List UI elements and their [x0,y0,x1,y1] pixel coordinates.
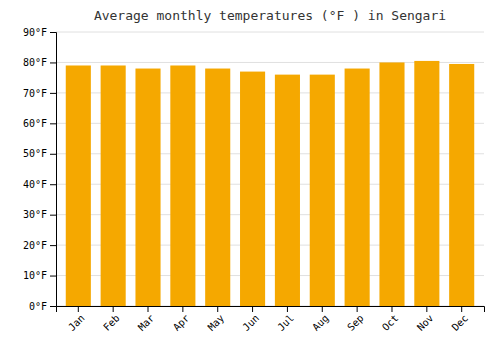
x-tick-label: Mar [136,312,157,333]
y-tick-label: 30°F [23,209,47,220]
y-tick: 30°F [23,209,56,220]
y-tick: 90°F [23,27,56,38]
x-axis-line [57,307,485,313]
x-tick-mark [357,306,358,312]
x-tick-mark [217,306,218,312]
y-tick-label: 90°F [23,27,47,38]
bar [379,62,404,306]
x-tick: Feb [101,306,122,333]
bar [101,65,126,306]
x-tick-mark [287,306,288,312]
y-tick-mark [50,123,56,124]
x-tick-mark [426,306,427,312]
x-tick: Dec [450,306,471,333]
x-tick-mark [461,306,462,312]
x-tick-label: Nov [415,312,436,333]
y-tick-label: 40°F [23,179,47,190]
x-tick-label: Aug [310,312,331,333]
x-tick: Nov [415,306,436,333]
y-axis: 0°F 10°F 20°F 30°F 40°F 50°F 60°F 70°F 80°F 90°F [23,27,57,312]
x-tick: Aug [310,306,331,333]
y-tick-label: 70°F [23,88,47,99]
plot-area: 0°F 10°F 20°F 30°F 40°F 50°F 60°F 70°F 80°F 90°F J… [23,27,485,333]
bar [310,75,335,306]
bar [345,69,370,306]
x-tick-label: May [206,312,227,333]
x-tick-mark [182,306,183,312]
y-tick: 20°F [23,240,56,251]
x-tick-mark [113,306,114,312]
y-tick: 40°F [23,179,56,190]
y-tick-label: 50°F [23,148,47,159]
bar [240,72,265,306]
x-tick: Jun [241,306,262,333]
y-tick-mark [50,245,56,246]
bar [205,69,230,306]
bar [449,64,474,306]
x-tick-label: Jun [241,312,262,333]
grid [56,32,484,306]
x-tick-label: Jan [66,312,87,333]
x-tick-label: Apr [171,312,192,333]
y-tick: 80°F [23,57,56,68]
y-tick: 60°F [23,118,56,129]
x-tick-label: Feb [101,312,122,333]
y-tick-mark [50,154,56,155]
x-tick-mark [252,306,253,312]
y-tick-mark [50,32,56,33]
x-tick-mark [78,306,79,312]
y-tick-mark [50,215,56,216]
bar [66,65,91,306]
x-tick: May [206,306,227,333]
x-tick: Mar [136,306,157,333]
y-tick: 70°F [23,88,56,99]
bar [135,69,160,306]
y-tick: 10°F [23,270,56,281]
x-tick-label: Jul [275,312,296,333]
chart: 0°F 10°F 20°F 30°F 40°F 50°F 60°F 70°F 80°F 90°F J… [0,0,500,350]
x-tick: Jul [275,306,296,333]
y-tick-mark [50,93,56,94]
y-tick: 50°F [23,148,56,159]
x-tick-label: Sep [345,312,366,333]
x-tick-label: Oct [380,312,401,333]
bar [275,75,300,306]
grid-line [56,32,484,33]
y-tick-mark [50,62,56,63]
x-tick-mark [391,306,392,312]
y-axis-line [50,33,57,307]
y-tick-label: 20°F [23,240,47,251]
y-tick: 0°F [29,301,56,312]
x-tick: Apr [171,306,192,333]
y-tick-label: 0°F [29,301,47,312]
y-tick-label: 60°F [23,118,47,129]
x-tick: Oct [380,306,401,333]
title: Average monthly temperatures (°F ) in Se… [94,8,446,23]
y-tick-mark [50,276,56,277]
y-tick-label: 80°F [23,57,47,68]
x-tick-mark [322,306,323,312]
y-tick-mark [50,184,56,185]
x-tick-mark [148,306,149,312]
y-tick-label: 10°F [23,270,47,281]
y-tick-mark [50,306,56,307]
x-tick: Sep [345,306,366,333]
chart-container: 0°F 10°F 20°F 30°F 40°F 50°F 60°F 70°F 80°F 90°F J… [0,0,500,350]
bar [414,61,439,306]
x-tick: Jan [66,306,87,333]
bars [66,61,474,306]
bar [170,65,195,306]
x-tick-label: Dec [450,312,471,333]
x-axis: Jan Feb Mar Apr May Jun Jul Aug Sep Oct Nov Dec [57,306,485,333]
